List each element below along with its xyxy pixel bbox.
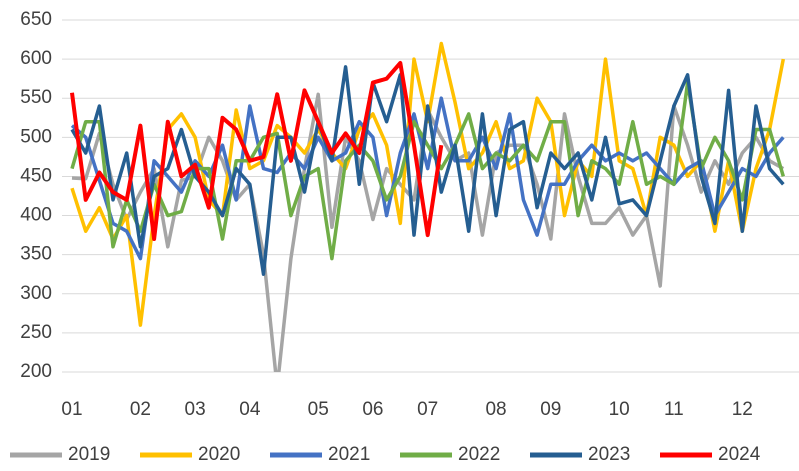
series-line xyxy=(70,80,785,261)
y-tick-label: 650 xyxy=(20,9,52,30)
x-tick-label: 07 xyxy=(417,399,438,420)
x-tick-label: 03 xyxy=(185,399,206,420)
legend-label: 2019 xyxy=(68,444,110,465)
x-tick-label: 10 xyxy=(609,399,630,420)
series-line xyxy=(70,65,785,276)
series-line xyxy=(70,41,786,327)
x-tick-label: 09 xyxy=(540,399,561,420)
x-tick-label: 12 xyxy=(732,399,753,420)
legend-label: 2021 xyxy=(328,444,370,465)
legend-label: 2020 xyxy=(198,444,240,465)
y-tick-label: 600 xyxy=(20,48,52,69)
legend-label: 2023 xyxy=(588,444,630,465)
y-tick-label: 450 xyxy=(20,165,52,186)
x-tick-label: 02 xyxy=(130,399,151,420)
series-line xyxy=(70,96,785,261)
x-tick-label: 08 xyxy=(485,399,506,420)
y-tick-label: 350 xyxy=(20,244,52,265)
x-tick-label: 01 xyxy=(61,399,82,420)
y-tick-label: 200 xyxy=(20,361,52,382)
y-tick-label: 500 xyxy=(20,126,52,147)
y-tick-label: 550 xyxy=(20,87,52,108)
y-tick-label: 300 xyxy=(20,283,52,304)
x-tick-label: 05 xyxy=(308,399,329,420)
y-tick-label: 250 xyxy=(20,322,52,343)
legend-label: 2024 xyxy=(718,444,761,465)
x-tick-label: 11 xyxy=(664,399,684,420)
y-tick-label: 400 xyxy=(20,205,52,226)
x-tick-label: 04 xyxy=(239,399,261,420)
series-line xyxy=(70,61,444,241)
legend-label: 2022 xyxy=(458,444,500,465)
x-tick-label: 06 xyxy=(362,399,383,420)
